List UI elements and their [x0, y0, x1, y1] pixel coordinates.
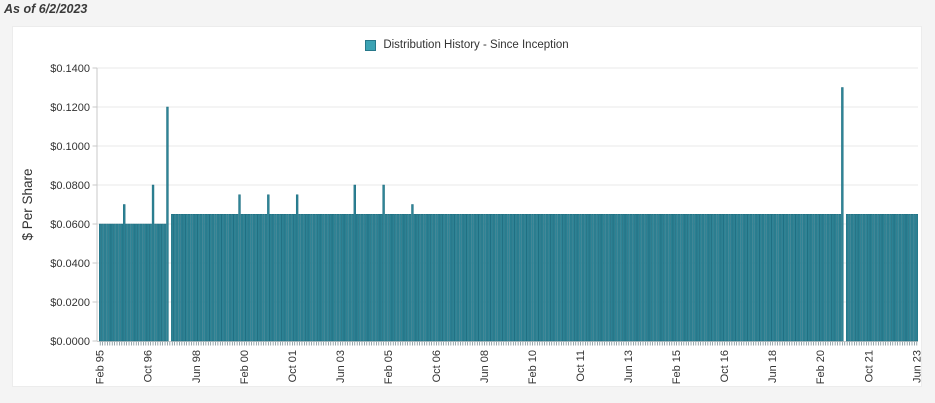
legend-label: Distribution History - Since Inception — [383, 39, 569, 51]
legend-item-distribution-history[interactable]: Distribution History - Since Inception — [365, 39, 569, 51]
as-of-date-label: As of 6/2/2023 — [4, 2, 88, 16]
legend: Distribution History - Since Inception — [13, 39, 921, 51]
chart-panel: Distribution History - Since Inception — [12, 26, 922, 387]
legend-series-swatch-icon — [365, 39, 377, 51]
